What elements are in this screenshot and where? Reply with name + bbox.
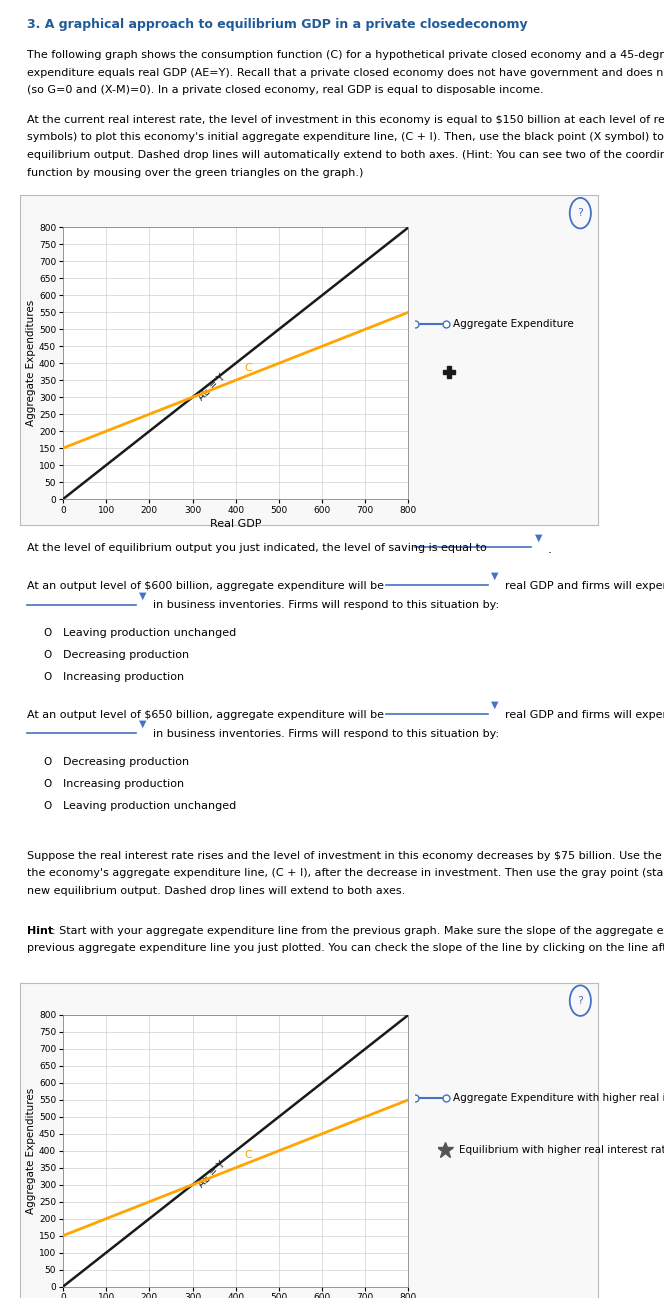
- Text: O: O: [43, 650, 51, 661]
- Text: 3. A graphical approach to equilibrium GDP in a private closedeconomy: 3. A graphical approach to equilibrium G…: [27, 18, 527, 31]
- Text: symbols) to plot this economy's initial aggregate expenditure line, (C + I). The: symbols) to plot this economy's initial …: [27, 132, 664, 143]
- Text: Aggregate Expenditure: Aggregate Expenditure: [453, 319, 574, 328]
- Text: ▼: ▼: [491, 571, 499, 582]
- Text: ▼: ▼: [535, 533, 542, 543]
- Text: Increasing production: Increasing production: [63, 672, 184, 683]
- Text: Hint: Hint: [27, 925, 52, 936]
- X-axis label: Real GDP: Real GDP: [210, 519, 262, 530]
- Y-axis label: Aggregate Expenditures: Aggregate Expenditures: [26, 300, 36, 426]
- Text: ▼: ▼: [139, 719, 147, 729]
- Text: : Start with your aggregate expenditure line from the previous graph. Make sure : : Start with your aggregate expenditure …: [52, 925, 664, 936]
- Text: O: O: [43, 672, 51, 683]
- Text: (so G=0 and (X-M)=0). In a private closed economy, real GDP is equal to disposab: (so G=0 and (X-M)=0). In a private close…: [27, 84, 543, 95]
- Text: At an output level of $600 billion, aggregate expenditure will be: At an output level of $600 billion, aggr…: [27, 582, 384, 591]
- Text: The following graph shows the consumption function (C) for a hypothetical privat: The following graph shows the consumptio…: [27, 51, 664, 60]
- Text: .: .: [548, 543, 552, 556]
- Text: At the level of equilibrium output you just indicated, the level of saving is eq: At the level of equilibrium output you j…: [27, 543, 486, 553]
- Text: ▼: ▼: [139, 591, 147, 601]
- Text: Decreasing production: Decreasing production: [63, 650, 189, 661]
- Y-axis label: Aggregate Expenditures: Aggregate Expenditures: [26, 1088, 36, 1214]
- Text: previous aggregate expenditure line you just plotted. You can check the slope of: previous aggregate expenditure line you …: [27, 944, 664, 953]
- Text: ?: ?: [578, 996, 583, 1006]
- Text: AE = Y: AE = Y: [197, 1159, 228, 1190]
- Text: expenditure equals real GDP (AE=Y). Recall that a private closed economy does no: expenditure equals real GDP (AE=Y). Reca…: [27, 67, 664, 78]
- Text: Leaving production unchanged: Leaving production unchanged: [63, 628, 236, 639]
- Text: Aggregate Expenditure with higher real interest rate: Aggregate Expenditure with higher real i…: [453, 1093, 664, 1102]
- Text: At the current real interest rate, the level of investment in this economy is eq: At the current real interest rate, the l…: [27, 116, 664, 125]
- Text: new equilibrium output. Dashed drop lines will extend to both axes.: new equilibrium output. Dashed drop line…: [27, 887, 405, 896]
- Text: function by mousing over the green triangles on the graph.): function by mousing over the green trian…: [27, 167, 363, 178]
- Text: AE = Y: AE = Y: [197, 373, 228, 402]
- Text: ?: ?: [578, 208, 583, 218]
- Text: Equilibrium with higher real interest rate: Equilibrium with higher real interest ra…: [459, 1145, 664, 1154]
- Text: equilibrium output. Dashed drop lines will automatically extend to both axes. (H: equilibrium output. Dashed drop lines wi…: [27, 151, 664, 160]
- Text: O: O: [43, 801, 51, 811]
- Text: O: O: [43, 779, 51, 789]
- Text: Increasing production: Increasing production: [63, 779, 184, 789]
- Text: in business inventories. Firms will respond to this situation by:: in business inventories. Firms will resp…: [153, 729, 499, 739]
- Text: At an output level of $650 billion, aggregate expenditure will be: At an output level of $650 billion, aggr…: [27, 710, 384, 719]
- Text: C: C: [244, 362, 252, 373]
- Text: Suppose the real interest rate rises and the level of investment in this economy: Suppose the real interest rate rises and…: [27, 851, 664, 861]
- Text: O: O: [43, 757, 51, 767]
- Text: Leaving production unchanged: Leaving production unchanged: [63, 801, 236, 811]
- Text: Decreasing production: Decreasing production: [63, 757, 189, 767]
- Text: ▼: ▼: [491, 700, 499, 710]
- Text: O: O: [43, 628, 51, 639]
- Text: the economy's aggregate expenditure line, (C + I), after the decrease in investm: the economy's aggregate expenditure line…: [27, 868, 664, 879]
- Text: real GDP and firms will experience: real GDP and firms will experience: [505, 710, 664, 719]
- Text: real GDP and firms will experience: real GDP and firms will experience: [505, 582, 664, 591]
- Text: in business inventories. Firms will respond to this situation by:: in business inventories. Firms will resp…: [153, 601, 499, 610]
- Text: C: C: [244, 1150, 252, 1160]
